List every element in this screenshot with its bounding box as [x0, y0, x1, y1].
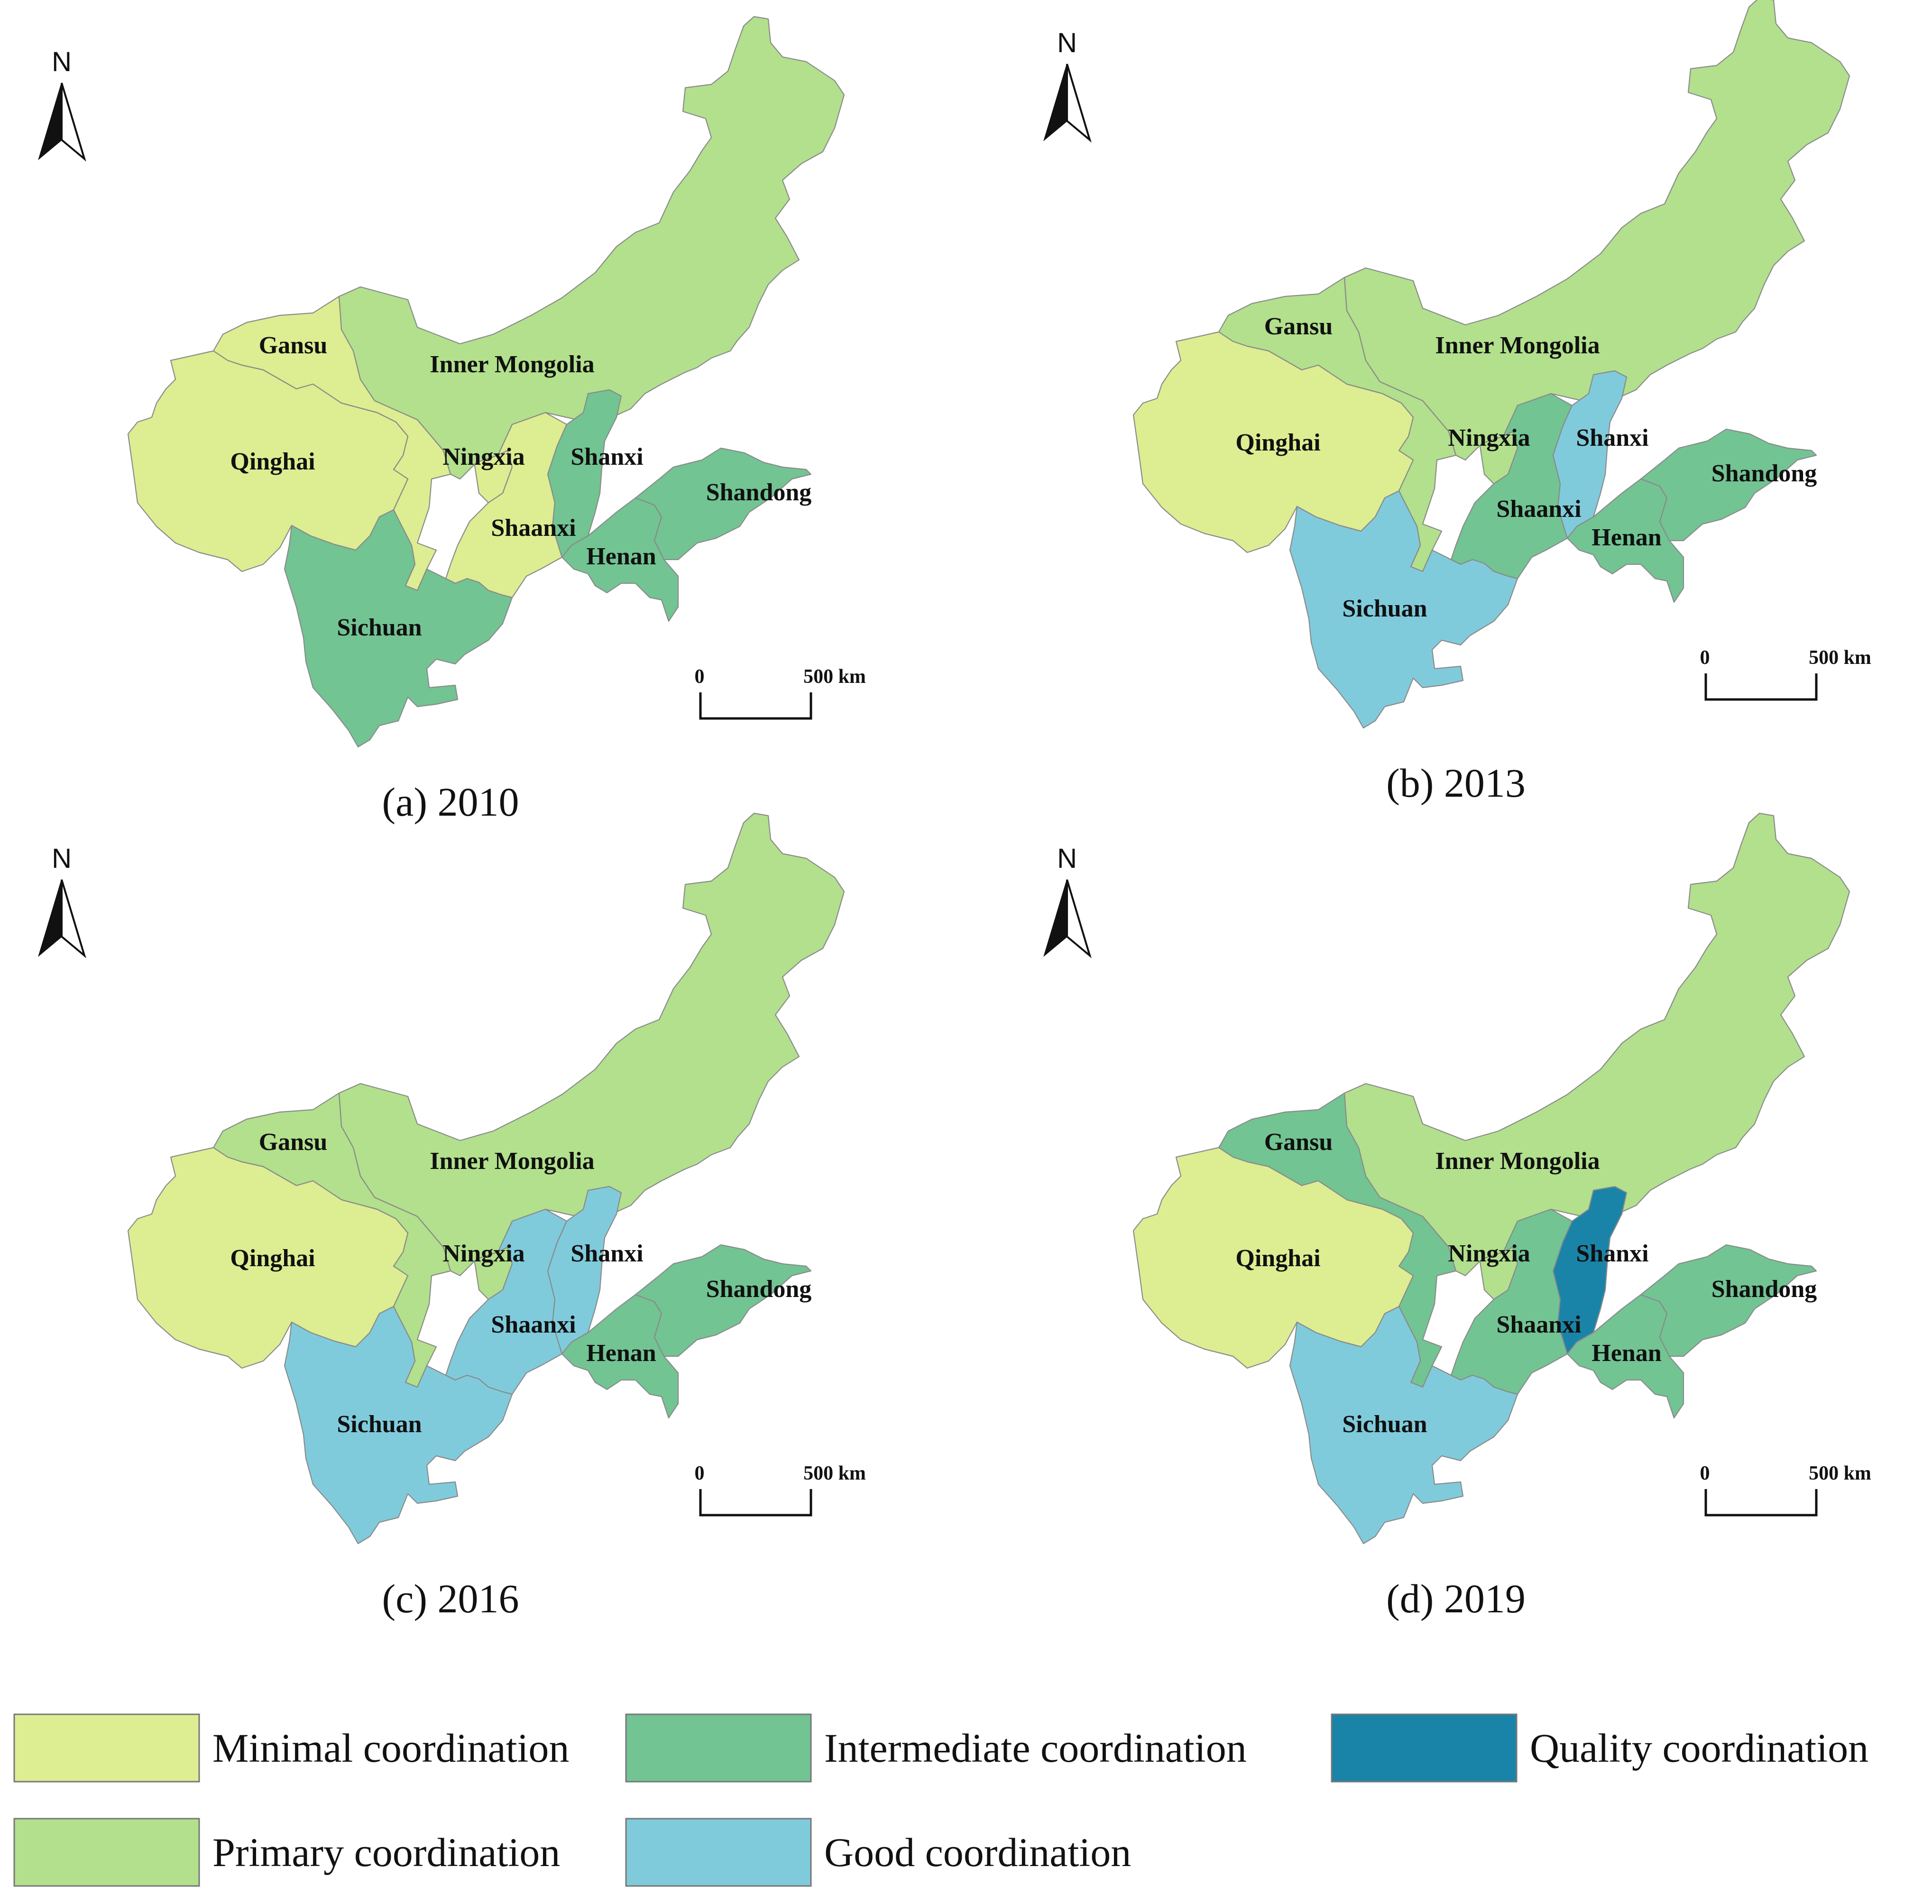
map-panel-a: Gansu Qinghai Ningxia Shaanxi Inner Mongolia… — [38, 16, 866, 825]
label-shaanxi: Shaanxi — [1496, 1311, 1581, 1338]
north-arrow-icon: N — [38, 843, 86, 958]
north-arrow-icon: N — [1043, 843, 1092, 958]
map-panel-c: Gansu Qinghai Ningxia Shaanxi Inner Mongolia… — [38, 812, 866, 1621]
scale-zero: 0 — [1700, 1462, 1710, 1484]
legend-swatch-primary — [13, 1818, 200, 1887]
label-shanxi: Shanxi — [570, 443, 643, 470]
scale-zero: 0 — [695, 666, 705, 688]
legend-swatch-quality — [1331, 1713, 1518, 1783]
label-qinghai: Qinghai — [230, 1245, 315, 1272]
legend-item-good: Good coordination — [625, 1818, 1131, 1887]
label-gansu: Gansu — [259, 1129, 328, 1156]
legend-item-primary: Primary coordination — [13, 1818, 560, 1887]
label-shandong: Shandong — [706, 479, 812, 506]
north-label: N — [1057, 28, 1077, 58]
legend-label-primary: Primary coordination — [212, 1830, 560, 1875]
scale-max: 500 km — [1809, 1462, 1871, 1484]
north-arrow-icon: N — [38, 46, 86, 162]
label-ningxia: Ningxia — [442, 443, 524, 470]
legend-label-good: Good coordination — [824, 1830, 1131, 1875]
label-innermongolia: Inner Mongolia — [430, 1148, 594, 1175]
legend-item-intermediate: Intermediate coordination — [625, 1713, 1247, 1783]
label-innermongolia: Inner Mongolia — [430, 351, 594, 378]
label-qinghai: Qinghai — [230, 448, 315, 475]
label-innermongolia: Inner Mongolia — [1435, 332, 1600, 359]
legend-swatch-minimal — [13, 1713, 200, 1783]
label-qinghai: Qinghai — [1235, 1245, 1320, 1272]
north-label: N — [52, 46, 72, 77]
label-shanxi: Shanxi — [1576, 424, 1648, 451]
map-panel-d: Gansu Qinghai Ningxia Shaanxi Inner Mongolia… — [1043, 812, 1871, 1621]
label-shandong: Shandong — [1711, 460, 1817, 487]
label-sichuan: Sichuan — [1342, 595, 1427, 622]
label-henan: Henan — [586, 1340, 656, 1367]
label-ningxia: Ningxia — [1448, 1240, 1530, 1267]
label-henan: Henan — [1592, 1340, 1661, 1367]
label-shandong: Shandong — [706, 1276, 812, 1303]
label-sichuan: Sichuan — [337, 1411, 422, 1438]
scale-bar: 0 500 km — [1700, 647, 1871, 701]
label-innermongolia: Inner Mongolia — [1435, 1148, 1600, 1175]
caption-a: (a) 2010 — [382, 779, 519, 825]
label-henan: Henan — [586, 543, 656, 570]
legend-item-quality: Quality coordination — [1331, 1713, 1868, 1783]
caption-c: (c) 2016 — [382, 1576, 519, 1621]
north-label: N — [52, 843, 72, 874]
scale-zero: 0 — [1700, 647, 1710, 669]
legend-swatch-intermediate — [625, 1713, 812, 1783]
caption-d: (d) 2019 — [1386, 1576, 1526, 1621]
north-label: N — [1057, 843, 1077, 874]
label-shanxi: Shanxi — [1576, 1240, 1648, 1267]
legend-swatch-good — [625, 1818, 812, 1887]
label-shaanxi: Shaanxi — [491, 515, 576, 542]
scale-max: 500 km — [803, 1462, 866, 1484]
legend-label-quality: Quality coordination — [1530, 1725, 1868, 1771]
scale-bar: 0 500 km — [695, 1462, 866, 1517]
label-gansu: Gansu — [259, 332, 328, 359]
legend-label-intermediate: Intermediate coordination — [824, 1725, 1247, 1771]
scale-zero: 0 — [695, 1462, 705, 1484]
label-henan: Henan — [1592, 524, 1661, 551]
label-sichuan: Sichuan — [337, 614, 422, 641]
scale-bar: 0 500 km — [1700, 1462, 1871, 1517]
label-shaanxi: Shaanxi — [491, 1311, 576, 1338]
label-gansu: Gansu — [1264, 1129, 1333, 1156]
legend-label-minimal: Minimal coordination — [212, 1725, 569, 1771]
caption-b: (b) 2013 — [1386, 760, 1526, 806]
legend-item-minimal: Minimal coordination — [13, 1713, 569, 1783]
legend: Minimal coordination Primary coordination… — [13, 1713, 1868, 1887]
north-arrow-icon: N — [1043, 28, 1092, 143]
scale-bar: 0 500 km — [695, 666, 866, 720]
label-qinghai: Qinghai — [1235, 429, 1320, 456]
label-ningxia: Ningxia — [1448, 424, 1530, 451]
label-ningxia: Ningxia — [442, 1240, 524, 1267]
label-shandong: Shandong — [1711, 1276, 1817, 1303]
label-shaanxi: Shaanxi — [1496, 496, 1581, 523]
scale-max: 500 km — [1809, 647, 1871, 669]
label-shanxi: Shanxi — [570, 1240, 643, 1267]
map-panels: Gansu Qinghai Ningxia Shaanxi Inner Mongolia… — [38, 0, 1871, 1621]
map-panel-b: Gansu Qinghai Ningxia Shaanxi Inner Mongolia… — [1043, 0, 1871, 806]
label-gansu: Gansu — [1264, 313, 1333, 340]
label-sichuan: Sichuan — [1342, 1411, 1427, 1438]
scale-max: 500 km — [803, 666, 866, 688]
